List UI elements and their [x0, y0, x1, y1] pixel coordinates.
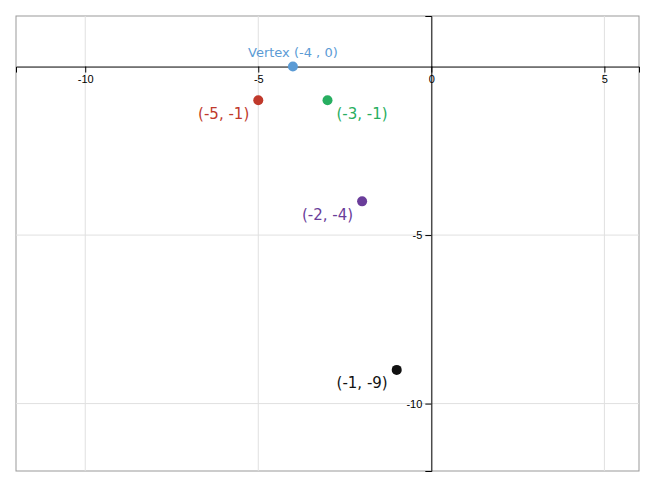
data-label: (-3, -1)	[337, 105, 388, 123]
point	[392, 365, 402, 375]
point	[253, 95, 263, 105]
point	[357, 196, 367, 206]
tick-mark	[425, 235, 431, 236]
y-axis: -10 -5	[406, 17, 431, 472]
tick-label: -10	[406, 398, 422, 410]
tick: -5	[254, 67, 264, 86]
tick: -5	[413, 229, 432, 241]
tick: 5	[602, 67, 608, 86]
axis-line	[425, 17, 432, 472]
plot: -10-505-10-5Vertex (-4 , 0)(-5, -1)(-3, …	[16, 16, 640, 472]
data-label: (-2, -4)	[302, 206, 353, 224]
tick-label: 5	[602, 73, 608, 85]
tick-mark	[425, 404, 431, 405]
data-label: Vertex (-4 , 0)	[248, 45, 338, 60]
grid-line-y	[16, 235, 639, 236]
tick-label: -5	[413, 229, 423, 241]
grid	[16, 16, 639, 471]
points	[253, 62, 401, 375]
tick-mark	[258, 67, 259, 73]
tick-label: -5	[254, 73, 264, 85]
tick: -10	[78, 67, 94, 86]
data-label: (-1, -9)	[337, 374, 388, 392]
grid-line-y	[16, 403, 639, 404]
tick: -10	[406, 398, 431, 410]
chart: -10-505-10-5Vertex (-4 , 0)(-5, -1)(-3, …	[0, 0, 655, 487]
axis-line	[17, 67, 640, 73]
point	[288, 62, 298, 72]
tick-label: -10	[78, 73, 94, 85]
data-labels: Vertex (-4 , 0) (-5, -1) (-3, -1) (-2, -4) (…	[198, 45, 388, 393]
data-label: (-5, -1)	[198, 105, 249, 123]
tick-mark	[85, 67, 86, 73]
point	[323, 95, 333, 105]
plot-frame	[16, 16, 639, 471]
tick-mark	[604, 67, 605, 73]
x-axis: -10-505	[17, 67, 640, 86]
